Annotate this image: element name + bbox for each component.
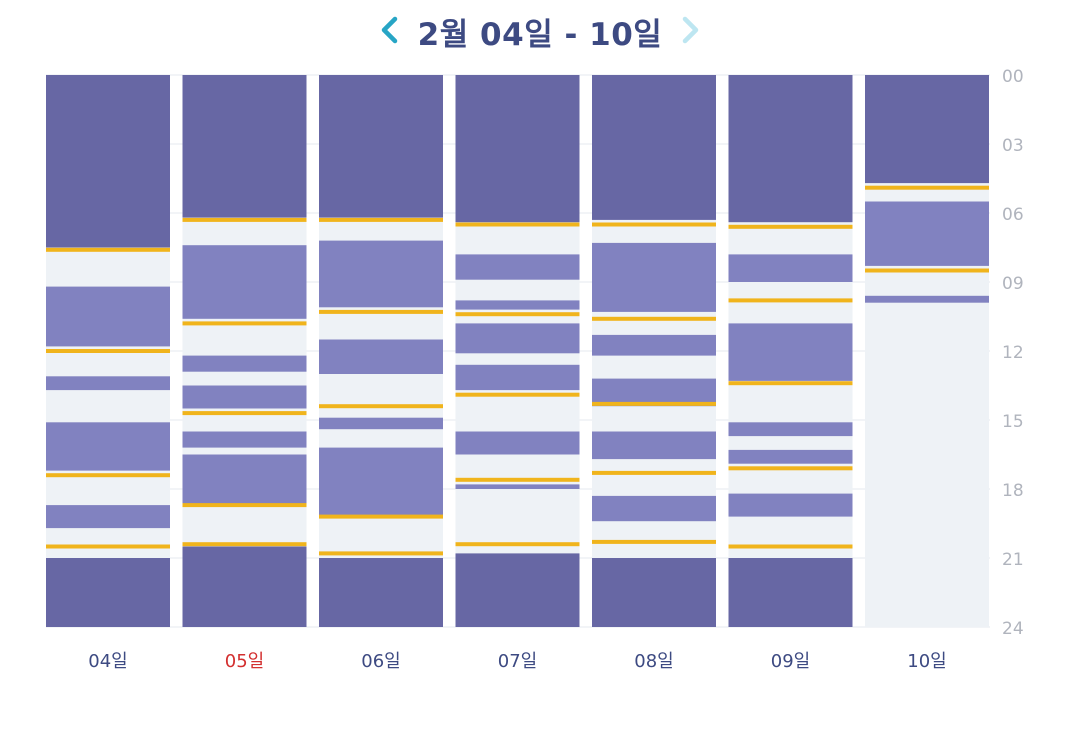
light-sleep-segment [455,484,580,489]
event-marker [319,217,443,222]
light-sleep-segment [455,323,580,354]
light-sleep-segment [592,334,716,356]
hour-tick-label: 06 [1002,205,1024,225]
event-marker [182,217,307,222]
day-label: 07일 [498,651,537,672]
deep-sleep-segment [728,558,853,627]
event-marker [455,392,580,397]
hour-tick-label: 15 [1002,412,1024,432]
day-label: 08일 [634,651,673,672]
light-sleep-segment [592,242,716,312]
light-sleep-segment [455,364,580,391]
hour-tick-label: 24 [1002,619,1024,639]
event-marker [46,247,170,252]
event-marker [592,470,716,475]
hour-tick-label: 21 [1002,550,1024,570]
day-label: 05일 [225,651,264,672]
week-range-title: 2월 04일 - 10일 [417,17,663,53]
light-sleep-segment [865,295,989,303]
light-sleep-segment [455,431,580,455]
light-sleep-segment [728,254,853,282]
event-marker [728,466,853,471]
deep-sleep-segment [182,546,307,627]
event-marker [865,268,989,273]
light-sleep-segment [182,245,307,319]
light-sleep-segment [319,240,443,308]
deep-sleep-segment [865,75,989,184]
light-sleep-segment [728,449,853,464]
light-sleep-segment [455,300,580,310]
event-marker [592,539,716,544]
deep-sleep-segment [182,75,307,218]
chevron-left-icon[interactable] [372,12,408,48]
light-sleep-segment [46,422,170,471]
event-marker [592,316,716,321]
light-sleep-segment [455,254,580,280]
light-sleep-segment [182,385,307,409]
day-label: 09일 [771,651,810,672]
event-marker [728,224,853,229]
hour-tick-label: 09 [1002,274,1024,294]
hour-tick-label: 00 [1002,67,1024,87]
event-marker [728,298,853,303]
deep-sleep-segment [455,553,580,627]
day-label: 04일 [88,651,127,672]
deep-sleep-segment [455,75,580,223]
light-sleep-segment [182,431,307,448]
deep-sleep-segment [728,75,853,223]
event-marker [46,349,170,353]
event-marker [455,222,580,227]
event-marker [455,477,580,482]
deep-sleep-segment [592,558,716,627]
event-marker [728,381,853,386]
week-navigation-header: 2월 04일 - 10일 [0,0,1080,60]
event-marker [865,185,989,190]
event-marker [182,411,307,416]
deep-sleep-segment [46,558,170,627]
chevron-right-icon[interactable] [672,12,708,48]
deep-sleep-segment [319,75,443,218]
event-marker [46,473,170,478]
light-sleep-segment [728,422,853,437]
light-sleep-segment [592,378,716,407]
light-sleep-segment [319,447,443,517]
light-sleep-segment [319,417,443,430]
light-sleep-segment [728,323,853,381]
day-label: 06일 [361,651,400,672]
event-marker [728,544,853,549]
light-sleep-segment [592,431,716,460]
event-marker [319,404,443,409]
event-marker [319,551,443,556]
deep-sleep-segment [46,75,170,248]
event-marker [455,542,580,547]
light-sleep-segment [46,505,170,529]
hour-tick-label: 18 [1002,481,1024,501]
day-label: 10일 [907,651,946,672]
light-sleep-segment [46,376,170,391]
light-sleep-segment [182,454,307,506]
light-sleep-segment [592,495,716,522]
light-sleep-segment [46,286,170,347]
hour-tick-label: 12 [1002,343,1024,363]
event-marker [46,544,170,549]
light-sleep-segment [319,339,443,374]
event-marker [592,222,716,227]
deep-sleep-segment [319,558,443,627]
event-marker [455,312,580,317]
hour-tick-label: 03 [1002,136,1024,156]
light-sleep-segment [865,201,989,266]
event-marker [319,309,443,314]
event-marker [182,321,307,326]
light-sleep-segment [182,355,307,372]
light-sleep-segment [728,493,853,517]
event-marker [182,542,307,547]
event-marker [592,401,716,406]
event-marker [182,503,307,508]
deep-sleep-segment [592,75,716,220]
event-marker [319,514,443,519]
